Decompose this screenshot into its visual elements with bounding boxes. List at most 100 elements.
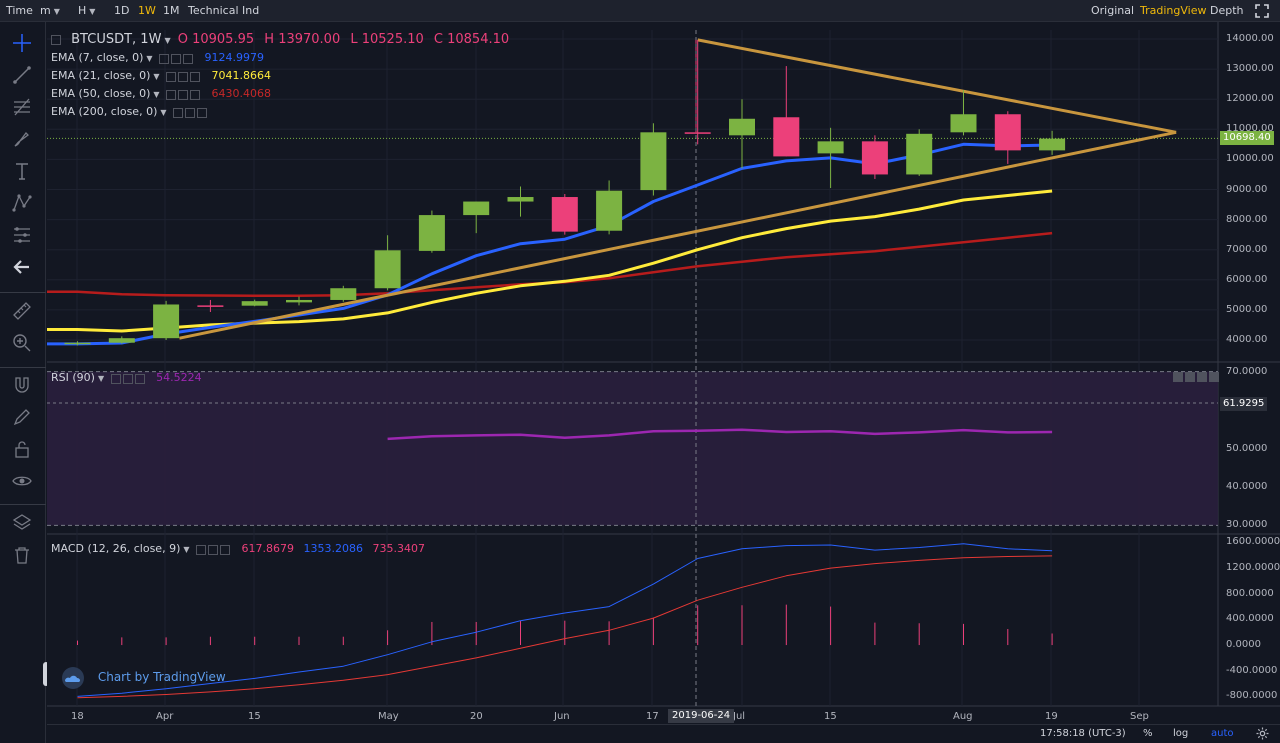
symbol-label[interactable]: BTCUSDT, 1W	[71, 32, 162, 47]
rsi-tick-label: 50.0000	[1226, 442, 1268, 454]
chevron-down-icon: ▼	[53, 7, 60, 16]
chevron-down-icon[interactable]: ▼	[160, 108, 167, 117]
interval-1w-button[interactable]: 1W	[138, 4, 156, 17]
eye-icon[interactable]	[11, 470, 33, 492]
ruler-icon[interactable]	[11, 300, 33, 322]
cloud-icon	[62, 666, 84, 689]
close-icon[interactable]	[197, 107, 208, 118]
candle-body	[330, 288, 357, 300]
gear-icon[interactable]	[1256, 727, 1269, 740]
ema21-name[interactable]: EMA (21, close, 0)	[51, 69, 151, 82]
hour-interval-dropdown[interactable]: H ▼	[74, 2, 99, 20]
ohlc-high: H 13970.00	[264, 32, 341, 47]
macd-tick-label: 1600.0000	[1226, 536, 1280, 548]
chart-canvas[interactable]	[47, 22, 1280, 743]
magnet-icon[interactable]	[11, 374, 33, 396]
close-icon[interactable]	[183, 53, 194, 64]
pane-close-icon[interactable]	[1209, 372, 1219, 382]
pane-maximize-icon[interactable]	[1197, 372, 1207, 382]
brush-icon[interactable]	[11, 128, 33, 150]
visibility-icon[interactable]	[166, 89, 177, 100]
visibility-icon[interactable]	[166, 71, 177, 82]
interval-1d-button[interactable]: 1D	[114, 4, 130, 17]
settings-icon[interactable]	[122, 373, 133, 384]
candle-body	[684, 132, 711, 134]
toolbar-collapse-handle[interactable]	[43, 662, 49, 686]
chevron-down-icon[interactable]: ▼	[146, 54, 153, 63]
time-tick-label: Aug	[953, 711, 973, 722]
settings-icon[interactable]	[208, 544, 219, 555]
ema200-name[interactable]: EMA (200, close, 0)	[51, 105, 158, 118]
pane-up-icon[interactable]	[1173, 372, 1183, 382]
settings-icon[interactable]	[171, 53, 182, 64]
pattern-icon[interactable]	[11, 192, 33, 214]
close-icon[interactable]	[190, 71, 201, 82]
chevron-down-icon[interactable]: ▼	[164, 36, 171, 45]
close-icon[interactable]	[134, 373, 145, 384]
macd-signal-value: 735.3407	[372, 542, 426, 555]
price-tick-label: 11000.00	[1226, 123, 1274, 135]
chevron-down-icon[interactable]: ▼	[153, 90, 160, 99]
close-icon[interactable]	[190, 89, 201, 100]
visibility-icon[interactable]	[173, 107, 184, 118]
rsi-value: 54.5224	[156, 371, 202, 384]
ema7-name[interactable]: EMA (7, close, 0)	[51, 51, 144, 64]
log-scale-button[interactable]: log	[1173, 728, 1189, 739]
rsi-legend: RSI (90) ▼ 54.5224	[51, 371, 202, 385]
macd-tick-label: 400.0000	[1226, 613, 1274, 625]
prediction-icon[interactable]	[11, 224, 33, 246]
settings-icon[interactable]	[178, 71, 189, 82]
crosshair-icon[interactable]	[11, 32, 33, 54]
fullscreen-button[interactable]	[1251, 2, 1273, 20]
technical-indicators-button[interactable]: Technical Ind	[188, 4, 260, 17]
close-icon[interactable]	[220, 544, 231, 555]
depth-view-button[interactable]: Depth	[1210, 4, 1244, 17]
chart-area[interactable]	[47, 22, 1280, 743]
rsi-band	[47, 371, 1218, 526]
auto-scale-button[interactable]: auto	[1211, 728, 1234, 739]
macd-name[interactable]: MACD (12, 26, close, 9)	[51, 542, 181, 555]
toolbar-divider	[0, 292, 46, 293]
chevron-down-icon[interactable]: ▼	[97, 374, 105, 383]
time-label: Time	[6, 4, 33, 17]
candle-body	[286, 299, 312, 303]
visibility-icon[interactable]	[159, 53, 170, 64]
percent-scale-button[interactable]: %	[1143, 728, 1153, 739]
lock-icon[interactable]	[11, 438, 33, 460]
visibility-icon[interactable]	[110, 373, 121, 384]
settings-icon[interactable]	[185, 107, 196, 118]
macd-tick-label: -800.0000	[1226, 690, 1278, 702]
current-price-label: 10698.40	[1220, 131, 1274, 145]
ema200-legend: EMA (200, close, 0) ▼	[51, 105, 213, 119]
ema50-name[interactable]: EMA (50, close, 0)	[51, 87, 151, 100]
trend-line-icon[interactable]	[11, 64, 33, 86]
draw-mode-icon[interactable]	[11, 406, 33, 428]
tradingview-view-button[interactable]: TradingView	[1140, 4, 1207, 17]
chevron-down-icon: ▼	[89, 7, 96, 16]
original-view-button[interactable]: Original	[1091, 4, 1135, 17]
ohlc-close: C 10854.10	[433, 32, 510, 47]
visibility-icon[interactable]	[196, 544, 207, 555]
interval-1m-button[interactable]: 1M	[163, 4, 180, 17]
ema50-value: 6430.4068	[211, 87, 272, 100]
back-arrow-icon[interactable]	[11, 256, 33, 278]
collapse-box-icon[interactable]	[51, 34, 61, 45]
ohlc-open: O 10905.95	[177, 32, 255, 47]
candle-body	[108, 338, 135, 343]
chevron-down-icon[interactable]: ▼	[153, 72, 160, 81]
tradingview-badge[interactable]: Chart by TradingView	[58, 666, 226, 689]
fib-retracement-icon[interactable]	[11, 96, 33, 118]
settings-icon[interactable]	[178, 89, 189, 100]
macd-histogram-value: 617.8679	[241, 542, 295, 555]
text-tool-icon[interactable]	[11, 160, 33, 182]
pane-down-icon[interactable]	[1185, 372, 1195, 382]
zoom-in-icon[interactable]	[11, 332, 33, 354]
rsi-name[interactable]: RSI (90)	[51, 371, 95, 384]
minute-interval-dropdown[interactable]: m ▼	[36, 2, 64, 20]
macd-legend: MACD (12, 26, close, 9) ▼ 617.8679 1353.2…	[51, 542, 425, 556]
trash-icon[interactable]	[11, 544, 33, 566]
chevron-down-icon[interactable]: ▼	[183, 545, 190, 554]
price-tick-label: 14000.00	[1226, 33, 1274, 44]
candle-body	[241, 301, 268, 306]
layers-icon[interactable]	[11, 512, 33, 534]
